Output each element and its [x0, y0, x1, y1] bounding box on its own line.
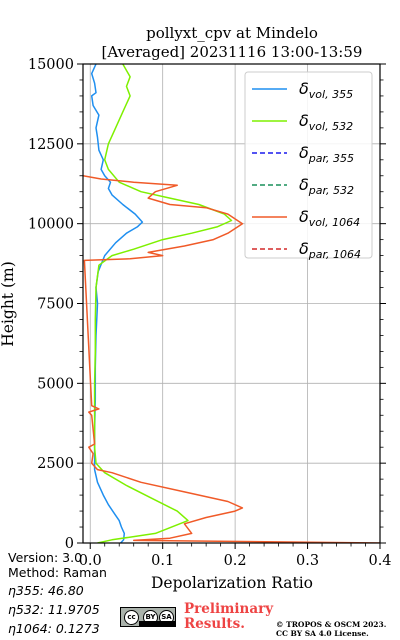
cc-icon: cc	[124, 610, 139, 625]
legend-box	[244, 71, 373, 259]
legend: δvol, 355 δvol, 532 δpar, 355 δpar, 532 δvol…	[244, 71, 373, 261]
y-tick-label: 0	[65, 536, 74, 552]
x-tick-label: 0.1	[151, 553, 174, 569]
x-axis-label: Depolarization Ratio	[151, 574, 313, 592]
series-line-vol355	[90, 64, 144, 543]
y-tick-label: 15000	[28, 57, 74, 73]
copyright-line1: © TROPOS & OSCM 2023.	[276, 620, 387, 629]
eta355-text: η355: 46.80	[8, 583, 84, 598]
y-tick-label: 12500	[28, 137, 74, 153]
y-axis-label: Height (m)	[0, 261, 17, 347]
preliminary-note: Preliminary Results.	[184, 602, 273, 632]
y-tick-label: 10000	[28, 217, 74, 233]
legend-label-par532: δpar, 532	[299, 175, 354, 197]
y-tick-label: 7500	[37, 297, 74, 313]
x-tick-label: 0.4	[368, 553, 391, 569]
cc-license-icon: cc BY SA	[120, 607, 176, 627]
x-tick-label: 0.2	[224, 553, 247, 569]
eta1064-text: η1064: 0.1273	[8, 621, 100, 636]
y-tick-label: 2500	[37, 456, 74, 472]
series-line-vol1064	[83, 175, 380, 543]
preliminary-line2: Results.	[184, 616, 245, 632]
chart-title-line2: [Averaged] 20231116 13:00-13:59	[102, 43, 363, 61]
legend-label-vol532: δvol, 532	[299, 111, 353, 133]
cc-badge-bar	[139, 621, 175, 626]
series-lines	[83, 64, 380, 543]
version-text: Version: 3.0	[8, 550, 83, 565]
copyright-note: © TROPOS & OSCM 2023. CC BY SA 4.0 Licen…	[276, 620, 386, 638]
legend-label-vol355: δvol, 355	[299, 79, 353, 101]
copyright-line2: CC BY SA 4.0 License.	[276, 629, 369, 638]
eta532-text: η532: 11.9705	[8, 602, 100, 617]
preliminary-line1: Preliminary	[184, 601, 274, 617]
legend-label-par355: δpar, 355	[299, 143, 354, 165]
series-line-vol532	[93, 64, 233, 543]
legend-label-par1064: δpar, 1064	[299, 239, 361, 261]
method-text: Method: Raman	[8, 565, 107, 580]
axis-ticks: 0.0 0.1 0.2 0.3 0.4 0 2500 5000 7500 10000 12500 15…	[28, 57, 392, 569]
chart-title-line1: pollyxt_cpv at Mindelo	[146, 24, 318, 42]
x-tick-label: 0.0	[79, 553, 102, 569]
x-tick-label: 0.3	[296, 553, 319, 569]
legend-label-vol1064: δvol, 1064	[299, 207, 360, 229]
y-tick-label: 5000	[37, 376, 74, 392]
